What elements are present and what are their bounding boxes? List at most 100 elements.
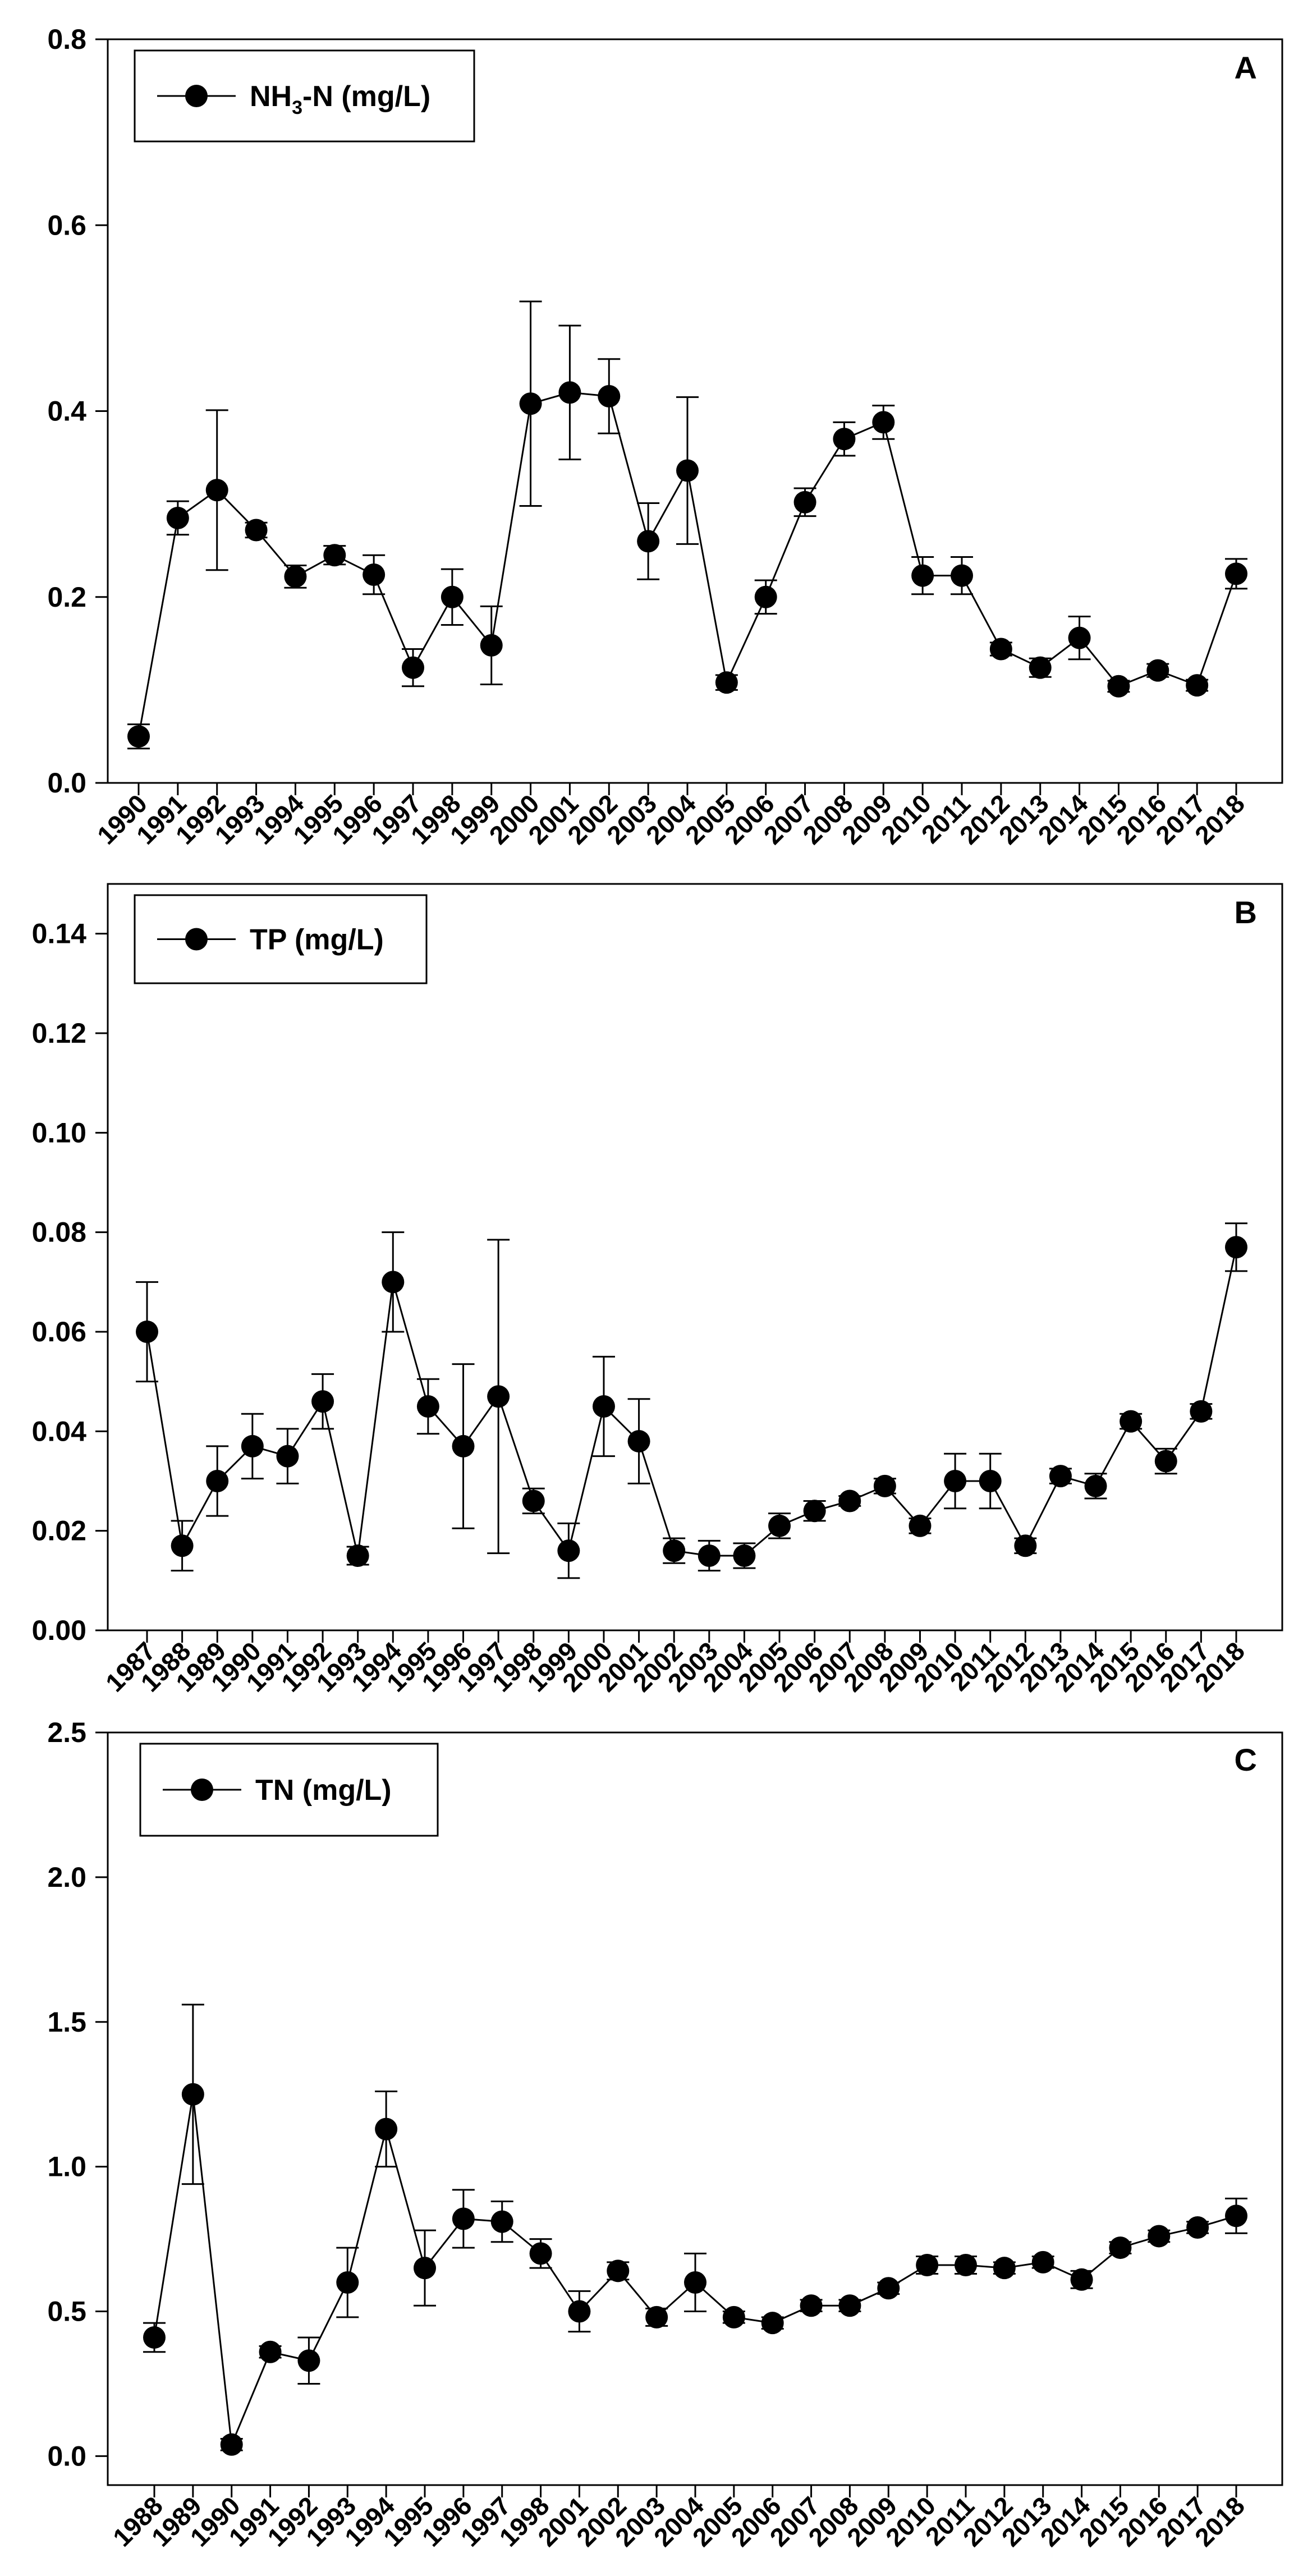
y-tick-label: 0.02: [32, 1515, 86, 1547]
data-point: [1154, 1450, 1177, 1473]
data-point: [1148, 2225, 1171, 2248]
data-point: [557, 1539, 580, 1562]
data-point: [382, 1271, 405, 1294]
data-point: [698, 1544, 721, 1567]
data-point: [1014, 1534, 1037, 1557]
data-point: [487, 1385, 510, 1408]
y-tick-label: 0.0: [47, 2440, 86, 2472]
data-point: [803, 1500, 826, 1523]
data-point: [480, 634, 503, 657]
legend-label: NH3-N (mg/L): [250, 80, 430, 118]
data-point: [1146, 659, 1169, 682]
y-tick-label: 0.00: [32, 1615, 86, 1646]
legend-label: TP (mg/L): [250, 924, 384, 956]
data-point: [1120, 1410, 1143, 1433]
data-point: [276, 1445, 299, 1468]
data-point: [872, 411, 895, 434]
data-point: [452, 1434, 475, 1457]
data-point: [793, 491, 816, 514]
data-point: [1029, 656, 1052, 679]
y-tick-label: 0.04: [32, 1415, 87, 1447]
panel-label: A: [1235, 50, 1257, 85]
data-point: [800, 2294, 823, 2317]
data-point: [993, 2257, 1016, 2280]
data-point: [1225, 2204, 1247, 2227]
data-point: [955, 2254, 977, 2277]
data-point: [838, 2294, 861, 2317]
data-point: [166, 506, 189, 529]
y-tick-label: 0.14: [32, 918, 87, 950]
data-point: [336, 2271, 359, 2294]
legend-label: TN (mg/L): [255, 1774, 392, 1807]
data-point: [402, 656, 424, 679]
data-point: [715, 671, 738, 694]
data-point: [911, 564, 934, 587]
data-point: [452, 2207, 475, 2230]
data-point: [490, 2210, 513, 2233]
data-point: [241, 1434, 264, 1457]
data-point: [833, 428, 856, 451]
data-point: [522, 1489, 545, 1512]
data-point: [676, 459, 699, 482]
data-point: [375, 2117, 398, 2140]
chart-panel-c: 0.00.51.01.52.02.51988198919901991199219…: [47, 1717, 1283, 2552]
y-tick-label: 0.6: [47, 209, 86, 241]
chart-panel-b: 0.000.020.040.060.080.100.120.1419871988…: [32, 883, 1283, 1697]
data-point: [205, 479, 228, 502]
data-point: [323, 544, 346, 567]
plot-frame: [107, 883, 1283, 1631]
data-point: [1084, 1474, 1107, 1497]
data-point: [171, 1534, 194, 1557]
data-point: [979, 1470, 1002, 1492]
data-point: [951, 564, 973, 587]
data-point: [627, 1430, 650, 1453]
y-tick-label: 0.2: [47, 581, 86, 613]
data-point: [259, 2340, 282, 2363]
data-point: [684, 2271, 706, 2294]
data-point: [346, 1544, 369, 1567]
legend: NH3-N (mg/L): [134, 49, 475, 143]
legend: TP (mg/L): [134, 894, 428, 984]
chart-panel-a: 0.00.20.40.60.81990199119921993199419951…: [47, 24, 1283, 850]
y-tick-label: 0.0: [47, 767, 86, 799]
data-point: [284, 565, 307, 588]
y-tick-label: 2.5: [47, 1717, 86, 1748]
y-tick-label: 0.4: [47, 396, 86, 427]
data-point: [645, 2305, 668, 2329]
legend-label-main: TP (mg/L): [250, 924, 384, 956]
data-point: [1109, 2236, 1132, 2259]
data-point: [1049, 1465, 1072, 1488]
panel-label: B: [1235, 895, 1257, 930]
data-point: [637, 530, 660, 553]
data-point: [1186, 674, 1209, 697]
data-point: [206, 1470, 229, 1492]
y-tick-label: 0.06: [32, 1316, 86, 1347]
data-point: [1107, 675, 1130, 698]
data-point: [989, 638, 1012, 661]
legend-marker: [185, 85, 208, 107]
data-point: [245, 519, 268, 542]
data-point: [1225, 1236, 1247, 1259]
data-point: [873, 1474, 896, 1497]
y-tick-label: 0.08: [32, 1217, 86, 1248]
legend-marker: [185, 928, 208, 951]
data-point: [1190, 1400, 1213, 1423]
panel-label: C: [1235, 1742, 1257, 1777]
data-point: [598, 385, 621, 407]
legend-label-main: NH: [250, 80, 292, 113]
data-point: [143, 2326, 166, 2349]
data-point: [663, 1539, 686, 1562]
data-point: [592, 1395, 615, 1418]
data-point: [127, 725, 150, 748]
data-point: [1186, 2216, 1209, 2239]
data-point: [558, 381, 581, 404]
y-tick-label: 0.10: [32, 1117, 86, 1148]
data-point: [1070, 2268, 1093, 2291]
data-point: [877, 2277, 900, 2300]
series-line: [146, 1246, 1237, 1557]
data-point: [363, 563, 386, 586]
data-point: [519, 392, 542, 415]
data-point: [909, 1514, 932, 1537]
data-point: [761, 2312, 784, 2335]
